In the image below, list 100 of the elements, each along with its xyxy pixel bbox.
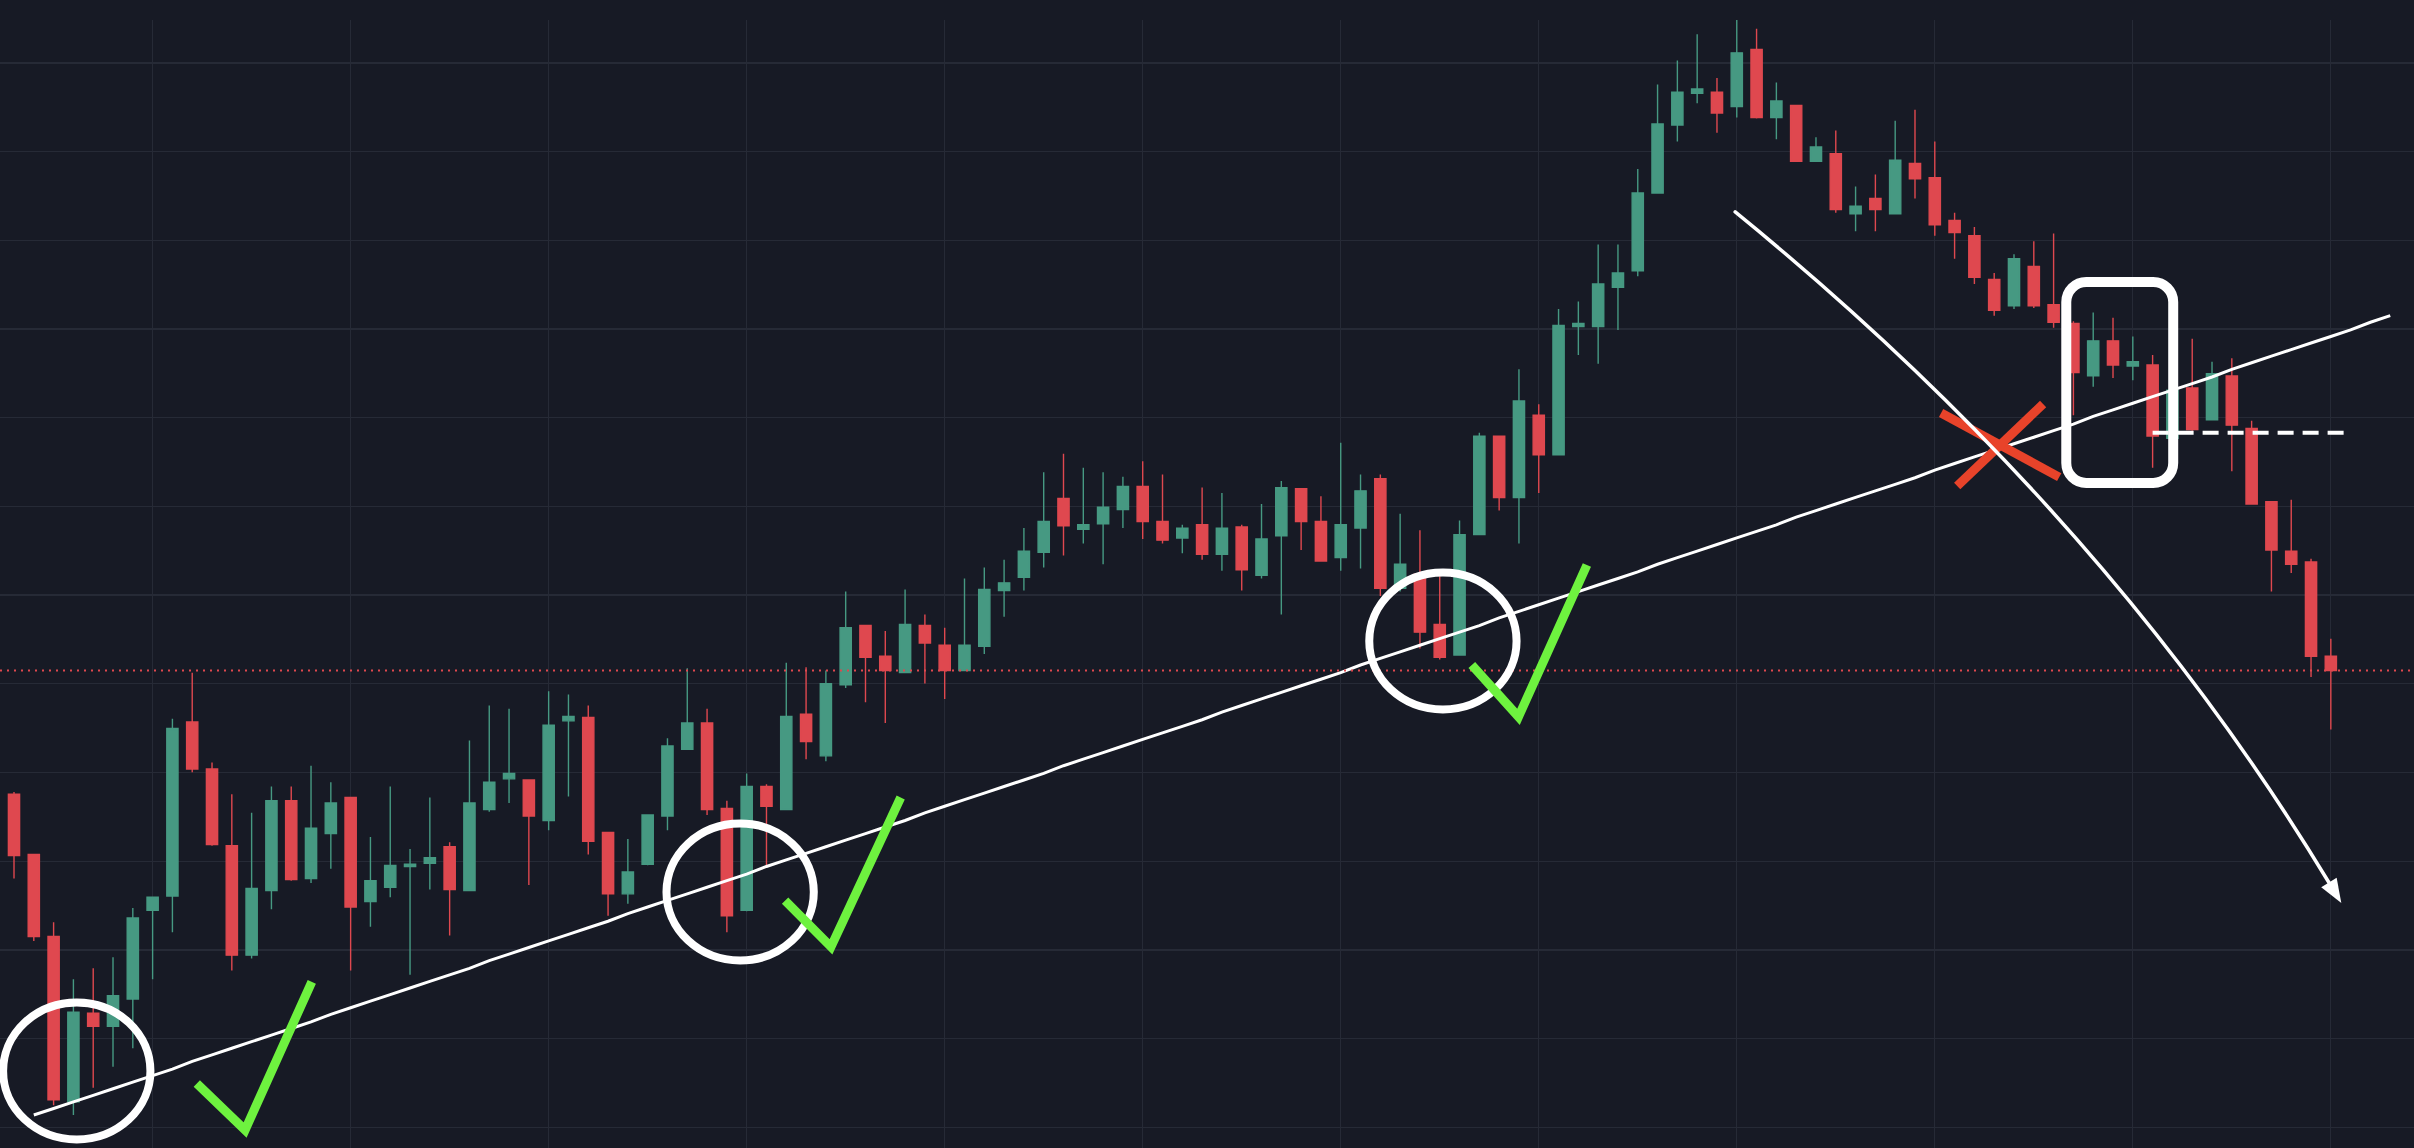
candlestick bbox=[1374, 473, 1387, 597]
candlestick bbox=[502, 708, 516, 804]
candlestick bbox=[1176, 524, 1189, 554]
candlestick bbox=[27, 853, 41, 942]
candlestick bbox=[86, 967, 100, 1089]
candlestick bbox=[1928, 140, 1942, 237]
candlestick bbox=[1770, 81, 1783, 141]
candlestick bbox=[700, 708, 714, 816]
candlestick bbox=[126, 907, 140, 1049]
candlestick bbox=[344, 796, 357, 972]
candlestick bbox=[2284, 498, 2298, 574]
candlestick bbox=[562, 693, 575, 798]
candlestick bbox=[601, 831, 615, 917]
candlestick bbox=[760, 783, 773, 868]
candlestick bbox=[1235, 524, 1249, 592]
candlestick bbox=[1413, 529, 1427, 650]
candlestick bbox=[265, 785, 278, 910]
candlestick bbox=[2027, 240, 2041, 309]
candlestick bbox=[1888, 120, 1902, 215]
candlestick bbox=[1730, 20, 1744, 119]
candlestick bbox=[1334, 441, 1348, 572]
candlestick bbox=[146, 896, 159, 980]
candlestick bbox=[542, 690, 555, 832]
candlestick bbox=[1611, 243, 1625, 331]
candlestick bbox=[1532, 403, 1546, 494]
candlestick bbox=[1453, 519, 1466, 656]
candlestick bbox=[383, 785, 397, 898]
candlestick bbox=[1512, 368, 1526, 545]
candlestick bbox=[1492, 435, 1506, 512]
candlestick bbox=[1591, 243, 1605, 365]
candlestick bbox=[2265, 501, 2278, 593]
candlestick bbox=[364, 836, 377, 928]
candlestick bbox=[166, 717, 179, 933]
candlestick bbox=[1057, 452, 1070, 557]
candlestick bbox=[2106, 317, 2120, 379]
candlestick bbox=[304, 765, 318, 884]
candlestick bbox=[680, 667, 694, 750]
candlestick bbox=[7, 791, 21, 880]
candlestick bbox=[2047, 232, 2060, 329]
candlestick bbox=[284, 785, 298, 882]
candlestick bbox=[1037, 471, 1051, 569]
candlestick bbox=[443, 841, 456, 937]
candlestick bbox=[1255, 503, 1268, 580]
candlestick bbox=[1968, 226, 1981, 285]
candlestick bbox=[1294, 487, 1308, 551]
candlestick bbox=[1275, 480, 1288, 616]
candlestick bbox=[1651, 83, 1664, 194]
candlestick bbox=[2086, 311, 2100, 388]
candlestick bbox=[1552, 308, 1565, 456]
candlestick bbox=[1869, 173, 1882, 233]
candlestick bbox=[1809, 136, 1823, 162]
candlestick bbox=[1710, 77, 1724, 134]
candlestick bbox=[1789, 104, 1803, 162]
candlestick bbox=[2245, 420, 2258, 505]
candlestick bbox=[1631, 168, 1645, 277]
candlestick bbox=[779, 662, 793, 811]
candlestick bbox=[463, 739, 476, 892]
candlestick bbox=[819, 669, 833, 763]
candlestick bbox=[859, 624, 872, 703]
candlestick bbox=[1076, 467, 1090, 545]
candlestick bbox=[423, 796, 437, 891]
candlestick bbox=[245, 812, 258, 960]
candlestick bbox=[1096, 471, 1110, 565]
candlestick bbox=[661, 737, 674, 832]
candlestick bbox=[839, 590, 852, 689]
candlestick bbox=[1314, 495, 1328, 562]
candlestick bbox=[958, 577, 971, 672]
candlestick bbox=[1948, 212, 1961, 260]
candlestick bbox=[2205, 360, 2219, 421]
candlestick bbox=[1195, 486, 1209, 561]
candlestick bbox=[1354, 473, 1367, 570]
candlestick bbox=[1156, 473, 1169, 545]
candlestick bbox=[1671, 59, 1684, 143]
candlestick bbox=[1017, 527, 1031, 592]
candlestick bbox=[1116, 475, 1130, 529]
candlestick bbox=[2225, 357, 2239, 472]
candlestick bbox=[205, 761, 219, 847]
candlestick bbox=[641, 814, 654, 867]
candlestick bbox=[2007, 253, 2021, 310]
candlestick bbox=[522, 779, 536, 886]
candlestick bbox=[482, 704, 496, 813]
candlestick bbox=[2126, 335, 2140, 381]
candlestick bbox=[67, 978, 80, 1116]
candlestick bbox=[997, 559, 1011, 618]
candlestick bbox=[1829, 129, 1843, 214]
candlestick bbox=[1750, 28, 1763, 120]
candlestick bbox=[898, 588, 912, 674]
candlestick bbox=[403, 848, 417, 976]
candlestick bbox=[1215, 492, 1229, 572]
candlestick bbox=[1908, 109, 1922, 200]
candlestick bbox=[621, 838, 635, 905]
candlestick bbox=[1136, 460, 1150, 540]
candlestick bbox=[2146, 354, 2159, 469]
candlestick bbox=[1433, 575, 1447, 661]
candlestick bbox=[1849, 185, 1862, 233]
candlestick bbox=[324, 781, 338, 870]
candlestick bbox=[1473, 432, 1486, 536]
candlestick bbox=[1987, 272, 2001, 317]
candlestick bbox=[977, 566, 991, 655]
candlestick bbox=[1572, 300, 1585, 356]
